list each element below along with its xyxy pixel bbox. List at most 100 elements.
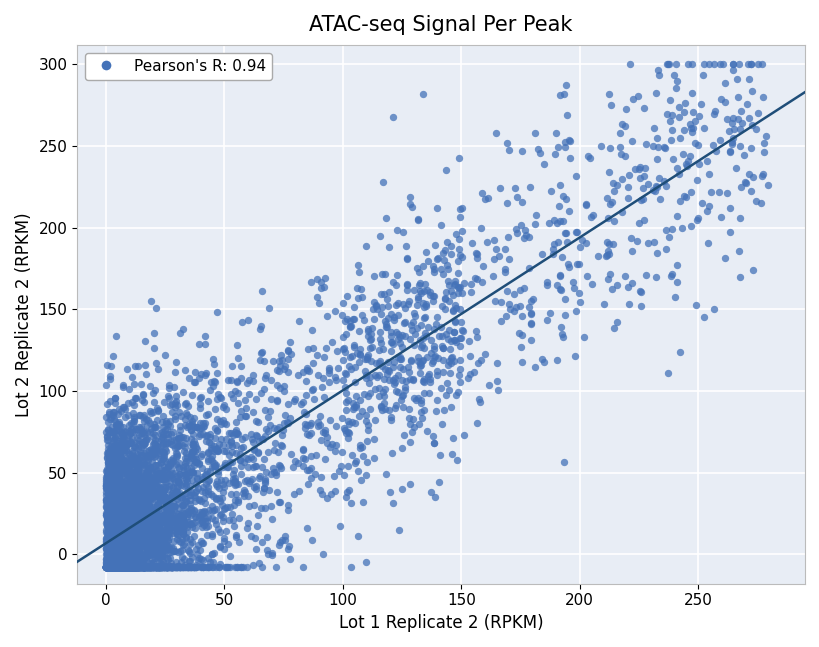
Point bbox=[102, 507, 115, 517]
Point bbox=[200, 410, 213, 421]
Point bbox=[124, 485, 137, 496]
Point bbox=[401, 413, 414, 423]
Point bbox=[149, 481, 162, 492]
Point bbox=[470, 252, 483, 263]
Point bbox=[103, 562, 116, 573]
Point bbox=[124, 562, 137, 573]
Point bbox=[120, 438, 133, 448]
Point bbox=[109, 560, 122, 571]
Point bbox=[120, 522, 133, 532]
Point bbox=[105, 509, 118, 519]
Point bbox=[115, 525, 129, 535]
Point bbox=[110, 562, 123, 573]
Point bbox=[553, 271, 566, 281]
Point bbox=[165, 488, 179, 498]
Point bbox=[122, 519, 135, 529]
Point bbox=[113, 562, 126, 573]
Point bbox=[128, 360, 141, 371]
Point bbox=[119, 510, 132, 521]
Point bbox=[143, 550, 156, 560]
Point bbox=[198, 470, 211, 480]
Point bbox=[353, 443, 366, 454]
Point bbox=[116, 562, 129, 573]
Point bbox=[136, 562, 149, 573]
Point bbox=[104, 525, 117, 536]
Point bbox=[133, 479, 147, 490]
Point bbox=[113, 508, 126, 518]
Point bbox=[142, 562, 155, 573]
Point bbox=[107, 562, 120, 573]
Point bbox=[247, 444, 260, 454]
Point bbox=[110, 484, 123, 494]
Point bbox=[359, 369, 372, 380]
Point bbox=[143, 562, 156, 573]
Point bbox=[104, 470, 117, 480]
Point bbox=[156, 562, 169, 573]
Point bbox=[164, 400, 177, 410]
Point bbox=[152, 562, 165, 573]
Point bbox=[194, 562, 207, 573]
Point bbox=[298, 423, 311, 433]
Point bbox=[145, 520, 158, 530]
Point bbox=[108, 499, 121, 509]
Point bbox=[354, 344, 367, 355]
Point bbox=[124, 454, 138, 464]
Point bbox=[139, 562, 152, 573]
Point bbox=[119, 532, 132, 543]
Point bbox=[123, 487, 136, 497]
Point bbox=[102, 562, 115, 573]
Point bbox=[269, 562, 282, 573]
Point bbox=[142, 492, 155, 503]
Point bbox=[167, 501, 180, 512]
Point bbox=[101, 457, 114, 468]
Point bbox=[133, 562, 146, 573]
Point bbox=[559, 193, 572, 204]
Point bbox=[343, 315, 356, 325]
Point bbox=[108, 562, 121, 573]
Point bbox=[171, 514, 184, 524]
Point bbox=[346, 314, 360, 324]
Point bbox=[101, 562, 114, 573]
Point bbox=[101, 444, 114, 454]
Point bbox=[122, 458, 135, 468]
Point bbox=[106, 562, 119, 573]
Point bbox=[351, 292, 364, 303]
Point bbox=[361, 324, 374, 334]
Point bbox=[109, 455, 122, 465]
Point bbox=[138, 562, 152, 573]
Point bbox=[127, 562, 140, 573]
Point bbox=[699, 155, 713, 166]
Point bbox=[274, 350, 287, 360]
Point bbox=[100, 562, 113, 573]
Point bbox=[233, 373, 247, 384]
Point bbox=[692, 159, 705, 170]
Point bbox=[119, 562, 132, 573]
Point bbox=[427, 340, 440, 351]
Point bbox=[154, 562, 167, 573]
Point bbox=[133, 562, 147, 573]
Point bbox=[545, 244, 559, 254]
Point bbox=[99, 562, 112, 573]
Point bbox=[109, 547, 122, 558]
Point bbox=[107, 554, 120, 564]
Point bbox=[124, 437, 138, 447]
Point bbox=[100, 562, 113, 573]
Point bbox=[147, 562, 160, 573]
Point bbox=[405, 426, 419, 437]
Point bbox=[111, 489, 124, 499]
Point bbox=[112, 562, 125, 573]
Point bbox=[99, 502, 112, 512]
Point bbox=[113, 515, 126, 525]
Point bbox=[650, 248, 663, 258]
Point bbox=[107, 562, 120, 573]
Point bbox=[248, 461, 261, 471]
Point bbox=[376, 387, 389, 397]
Point bbox=[225, 441, 238, 451]
Point bbox=[105, 562, 118, 573]
Point bbox=[105, 543, 118, 554]
Point bbox=[115, 554, 128, 564]
Point bbox=[152, 562, 165, 573]
Point bbox=[116, 562, 129, 573]
Point bbox=[420, 351, 433, 362]
Point bbox=[672, 169, 685, 179]
